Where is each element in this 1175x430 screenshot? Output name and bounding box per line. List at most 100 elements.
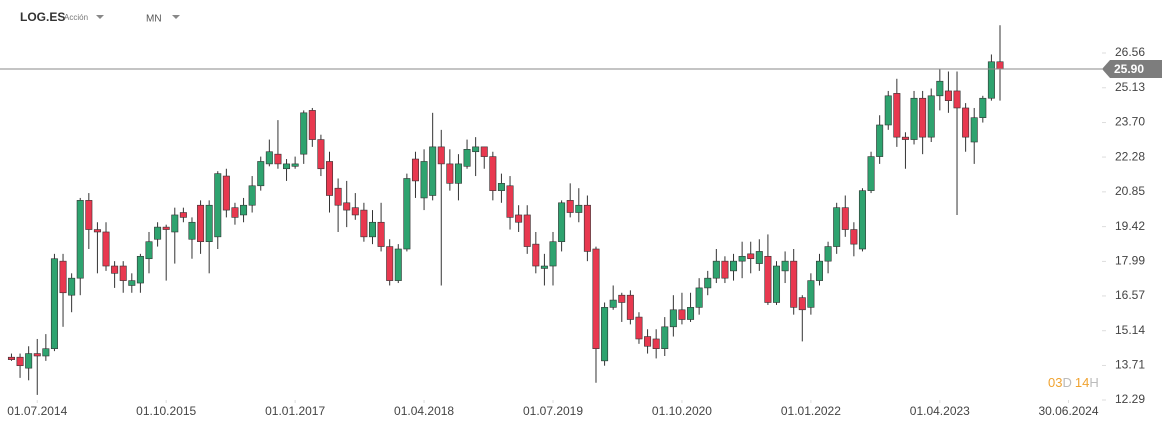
candle-body [687, 307, 695, 320]
candle-body [368, 221, 376, 238]
candle-body [962, 107, 970, 138]
y-tick-label: 20.85 [1115, 184, 1145, 198]
candle-body [755, 251, 763, 264]
y-tick-label: 17.99 [1115, 254, 1145, 268]
y-tick-label: 16.57 [1115, 288, 1145, 302]
candle-body [33, 353, 41, 357]
candle-body [308, 110, 316, 140]
candle-body [300, 112, 308, 155]
candle-body [721, 260, 729, 279]
candle-body [480, 146, 488, 157]
candle-body [437, 146, 445, 165]
candle-body [59, 260, 67, 294]
candle-body [987, 61, 995, 99]
candle-body [824, 246, 832, 262]
candle-body [429, 146, 437, 196]
candle-body [420, 161, 428, 199]
timeframe[interactable]: MN [146, 14, 162, 25]
countdown-hours: 14 [1075, 375, 1089, 390]
candle-body [979, 97, 987, 118]
candle-body [910, 97, 918, 140]
candle-body [635, 316, 643, 340]
candle-body [394, 248, 402, 281]
candle-body [205, 204, 213, 243]
y-tick-label: 13.71 [1115, 358, 1145, 372]
countdown-day-unit: D [1062, 375, 1071, 390]
candle-body [317, 139, 325, 170]
candle-body [867, 156, 875, 191]
candle-body [850, 229, 858, 245]
candle-body [334, 187, 342, 206]
candle-body [68, 277, 76, 296]
candle-body [497, 183, 505, 191]
candle-body [953, 90, 961, 109]
candle-body [162, 226, 170, 230]
candle-body [523, 214, 531, 247]
candle-body [919, 97, 927, 138]
candle-body [661, 326, 669, 349]
candle-body [128, 280, 136, 286]
candle-body [626, 294, 634, 320]
candle-body [652, 338, 660, 349]
candle-body [601, 307, 609, 362]
countdown-days: 03 [1048, 375, 1062, 390]
candle-body [781, 260, 789, 272]
candle-body [231, 207, 239, 218]
candle-body [377, 221, 385, 247]
candle-body [876, 124, 884, 157]
dropdown-arrow[interactable] [96, 15, 104, 19]
candle-body [102, 231, 110, 267]
candle-body [145, 241, 153, 260]
candle-body [858, 190, 866, 250]
candle-body [274, 153, 282, 165]
candle-body [283, 163, 291, 170]
candle-body [558, 202, 566, 243]
y-tick-label: 15.14 [1115, 323, 1145, 337]
instrument-type: Acción [64, 13, 88, 22]
candle-body [893, 93, 901, 138]
candle-body [403, 178, 411, 250]
candle-body [936, 80, 944, 97]
candle-body [996, 61, 1004, 70]
candle-body [618, 294, 626, 303]
candle-body [540, 265, 548, 269]
candle-body [669, 309, 677, 328]
candle-body [411, 158, 419, 182]
countdown: 03D 14H [1048, 375, 1099, 390]
candle-body [446, 163, 454, 184]
candle-body [944, 90, 952, 101]
candle-body [704, 277, 712, 289]
x-tick-label: 01.04.2018 [394, 404, 454, 418]
x-tick-label: 30.06.2024 [1038, 404, 1098, 418]
candle-body [489, 156, 497, 191]
dropdown-arrow[interactable] [172, 15, 180, 19]
candle-body [506, 185, 514, 218]
candle-body [583, 204, 591, 252]
candle-body [532, 243, 540, 267]
candle-body [927, 95, 935, 138]
candle-body [463, 149, 471, 167]
candle-body [351, 207, 359, 216]
candle-body [790, 260, 798, 308]
y-tick-label: 26.56 [1115, 45, 1145, 59]
candle-body [136, 255, 144, 284]
candle-body [111, 265, 119, 274]
candle-body [764, 255, 772, 303]
price-tag [1102, 60, 1162, 79]
symbol[interactable]: LOG.ES [20, 10, 65, 24]
candle-body [970, 117, 978, 143]
candle-body [93, 229, 101, 233]
candle-body [747, 253, 755, 260]
candle-body [386, 246, 394, 281]
candle-body [291, 163, 299, 167]
candle-body [265, 151, 273, 165]
candle-body [16, 356, 24, 367]
plot-area: 26.56 25.13 23.70 22.28 20.85 19.42 17.99 16.57… [7, 25, 1145, 418]
candle-body [730, 260, 738, 272]
candle-body [214, 173, 222, 238]
candle-body [240, 204, 248, 216]
y-tick-label: 25.13 [1115, 80, 1145, 94]
candle-body [592, 248, 600, 349]
candle-body [712, 260, 720, 279]
